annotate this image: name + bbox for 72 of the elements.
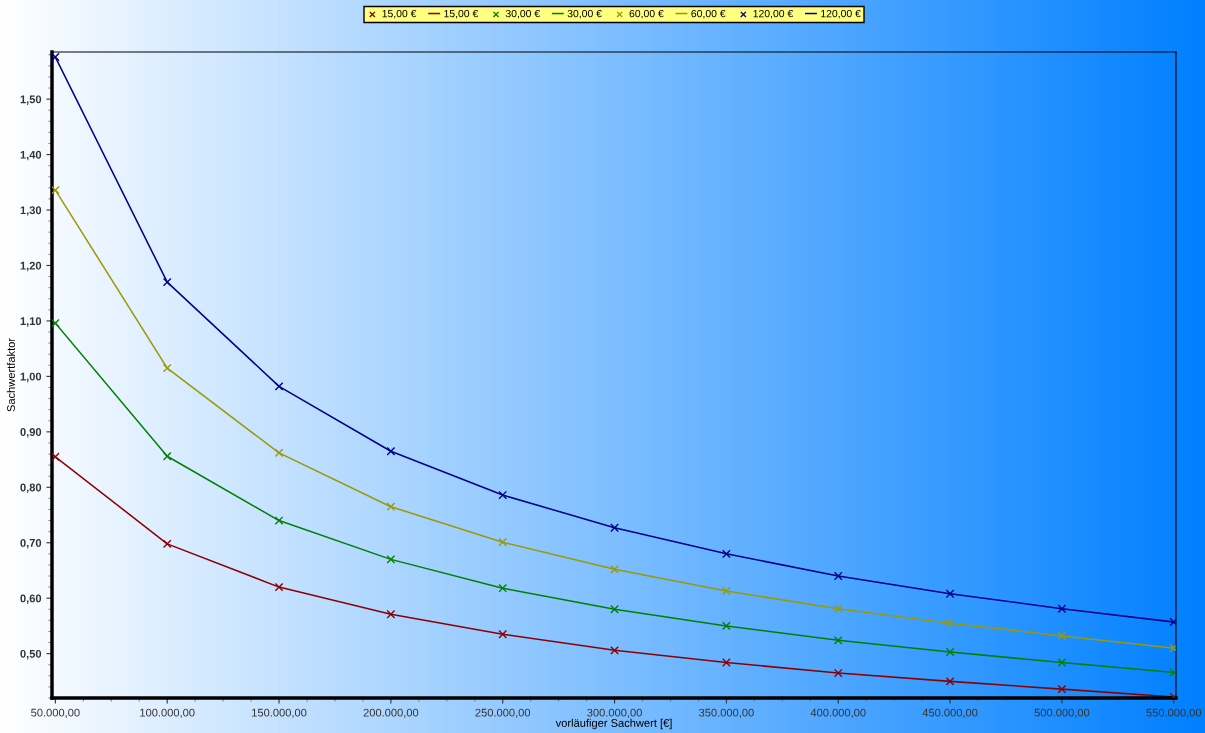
point: [722, 658, 731, 667]
point: [386, 446, 396, 456]
x-tick-label: 300.000,00: [587, 708, 642, 718]
point: [945, 676, 955, 686]
point: [498, 629, 508, 639]
point: [833, 635, 843, 645]
point: [52, 452, 60, 462]
x-tick-label: 400.000,00: [810, 708, 866, 718]
point: [610, 564, 619, 574]
legend-label: 30,00 €: [505, 9, 540, 19]
y-tick-label: 0,50: [20, 649, 42, 660]
legend-label: 15,00 €: [444, 9, 479, 19]
point: [274, 516, 284, 525]
point: [498, 583, 508, 593]
y-tick-label: 1,30: [20, 206, 42, 216]
point: [498, 490, 508, 500]
point: [52, 52, 60, 62]
x-tick-label: 150.000,00: [252, 708, 307, 718]
legend-label: 120,00 €: [753, 9, 794, 19]
point: [1057, 658, 1067, 667]
point: [610, 645, 619, 655]
legend-label: 30,00 €: [567, 9, 602, 19]
x-tick-label: 500.000,00: [1034, 708, 1090, 718]
x-tick-label: 100.000,00: [140, 708, 195, 718]
x-tick-label: 250.000,00: [475, 708, 531, 718]
point: [274, 381, 284, 391]
point: [162, 539, 172, 549]
point: [833, 668, 843, 678]
x-tick-label: 350.000,00: [699, 708, 754, 718]
point: [833, 604, 843, 614]
y-tick-label: 0,80: [20, 483, 42, 494]
point: [833, 571, 843, 581]
y-tick-label: 1,10: [20, 317, 42, 327]
x-axis-title: vorläufiger Sachwert [€]: [555, 718, 672, 730]
point: [52, 185, 60, 195]
point: [1057, 684, 1067, 694]
point: [722, 586, 731, 596]
x-tick-label: 200.000,00: [363, 708, 419, 718]
y-tick-label: 0,70: [20, 539, 42, 549]
y-tick-label: 0,90: [20, 428, 42, 438]
x-tick-label: 50.000,00: [31, 708, 80, 718]
point: [498, 537, 508, 547]
point: [945, 589, 955, 599]
point: [162, 363, 172, 373]
y-tick-label: 0,60: [20, 594, 42, 604]
y-tick-label: 1,50: [20, 95, 42, 105]
point: [52, 318, 60, 328]
legend-label: 60,00 €: [629, 9, 664, 19]
point: [386, 555, 396, 564]
point: [386, 609, 396, 619]
point: [722, 549, 731, 559]
point: [162, 451, 172, 461]
x-tick-label: 450.000,00: [922, 708, 978, 718]
legend-label: 15,00 €: [382, 9, 417, 19]
point: [274, 582, 284, 592]
point: [610, 523, 619, 533]
y-tick-label: 1,20: [20, 261, 42, 272]
legend-label: 60,00 €: [691, 9, 726, 19]
point: [1057, 604, 1067, 614]
point: [610, 604, 619, 614]
point: [386, 502, 396, 512]
point: [274, 448, 284, 458]
point: [162, 277, 172, 287]
y-tick-label: 1,40: [20, 150, 42, 161]
point: [945, 618, 955, 628]
y-tick-label: 1,00: [20, 372, 42, 383]
point: [945, 647, 955, 657]
x-tick-label: 550.000,00: [1146, 708, 1202, 718]
y-axis-title: Sachwertfaktor: [6, 338, 15, 412]
point: [722, 621, 731, 631]
point: [1057, 631, 1067, 641]
legend-label: 120,00 €: [821, 9, 861, 19]
